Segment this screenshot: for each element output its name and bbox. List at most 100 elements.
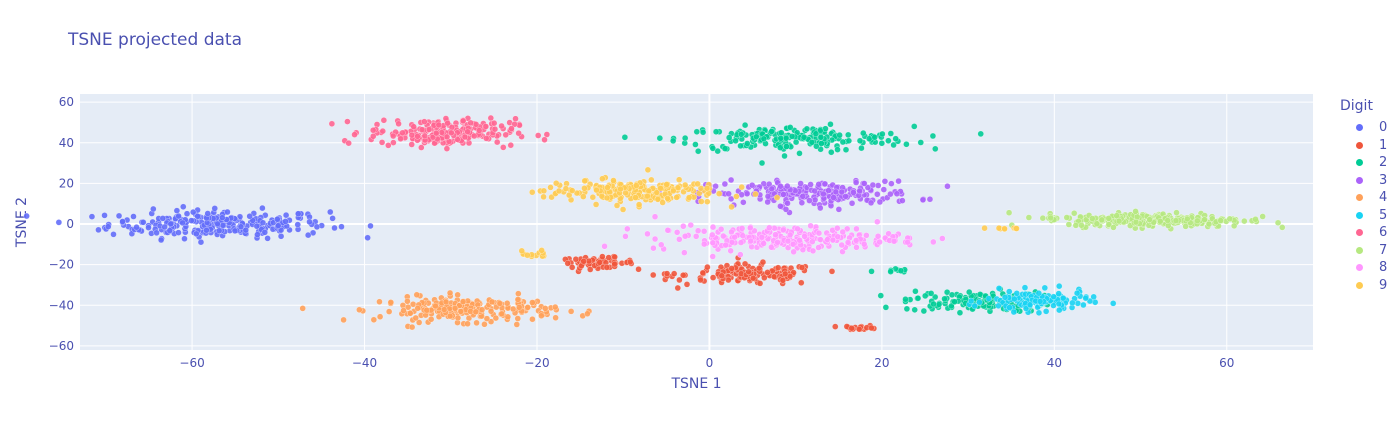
- point-digit-5: [1069, 299, 1076, 307]
- point-digit-6: [390, 132, 397, 140]
- legend-item-9[interactable]: 9: [1340, 277, 1387, 295]
- x-tick-label: −40: [352, 356, 377, 370]
- point-digit-0: [219, 214, 226, 221]
- legend-item-5[interactable]: 5: [1340, 207, 1387, 225]
- point-digit-3: [888, 180, 895, 187]
- legend-item-3[interactable]: 3: [1340, 172, 1387, 190]
- point-digit-1: [828, 268, 836, 275]
- point-digit-4: [498, 310, 505, 317]
- point-digit-8: [680, 223, 687, 230]
- point-digit-5: [995, 302, 1002, 309]
- point-digit-9: [682, 181, 689, 189]
- point-digit-8: [784, 237, 792, 245]
- point-digit-8: [890, 238, 898, 245]
- point-digit-8: [687, 221, 694, 229]
- point-digit-8: [807, 222, 814, 229]
- legend-label: 1: [1379, 137, 1388, 153]
- point-digit-2: [948, 291, 956, 298]
- point-digit-1: [868, 324, 875, 332]
- point-digit-4: [454, 291, 461, 298]
- point-digit-2: [778, 129, 785, 136]
- point-digit-2: [699, 129, 707, 136]
- point-digit-1: [564, 260, 571, 267]
- point-digit-6: [344, 118, 351, 125]
- legend-item-7[interactable]: 7: [1340, 242, 1387, 260]
- point-digit-3: [850, 189, 857, 196]
- point-digit-1: [585, 257, 593, 265]
- point-digit-9: [733, 193, 740, 200]
- point-digit-2: [948, 302, 955, 310]
- point-digit-0: [101, 212, 108, 219]
- legend-item-8[interactable]: 8: [1340, 259, 1387, 277]
- point-digit-0: [190, 208, 197, 216]
- point-digit-9: [633, 182, 640, 189]
- point-digit-3: [777, 203, 784, 210]
- point-digit-8: [794, 225, 801, 233]
- point-digit-1: [756, 280, 764, 287]
- point-digit-7: [1279, 224, 1286, 231]
- point-digit-3: [798, 199, 806, 206]
- point-digit-3: [806, 197, 813, 204]
- point-digit-3: [817, 204, 824, 212]
- point-digit-0: [219, 222, 227, 229]
- point-digit-7: [1182, 223, 1189, 230]
- legend-item-1[interactable]: 1: [1340, 137, 1387, 155]
- point-digit-4: [513, 321, 520, 328]
- point-digit-2: [796, 150, 803, 157]
- point-digit-8: [737, 239, 745, 246]
- point-digit-9: [644, 166, 652, 174]
- point-digit-3: [926, 196, 934, 203]
- point-digit-7: [1110, 224, 1117, 231]
- point-digit-1: [611, 253, 618, 261]
- point-digit-3: [881, 178, 889, 185]
- point-digit-0: [55, 219, 63, 226]
- point-digit-6: [472, 121, 480, 128]
- point-digit-8: [772, 231, 779, 238]
- point-digit-2: [813, 143, 820, 150]
- point-digit-9: [555, 187, 563, 195]
- legend-marker: [1356, 159, 1363, 167]
- legend-item-4[interactable]: 4: [1340, 189, 1387, 207]
- point-digit-9: [674, 184, 682, 191]
- point-digit-5: [1110, 300, 1117, 307]
- legend-item-6[interactable]: 6: [1340, 224, 1387, 242]
- legend-label: 8: [1379, 260, 1388, 276]
- point-digit-6: [410, 123, 417, 130]
- point-digit-5: [1041, 284, 1048, 292]
- point-digit-2: [782, 135, 790, 142]
- point-digit-1: [671, 270, 678, 277]
- point-digit-0: [214, 220, 221, 228]
- point-digit-8: [766, 224, 773, 231]
- point-digit-6: [370, 133, 377, 140]
- point-digit-0: [329, 215, 336, 222]
- point-digit-9: [752, 190, 759, 198]
- point-digit-7: [1005, 209, 1013, 216]
- point-digit-4: [457, 308, 465, 315]
- point-digit-0: [306, 218, 313, 226]
- point-digit-4: [441, 306, 448, 313]
- point-digit-0: [313, 223, 321, 231]
- point-digit-4: [340, 316, 347, 324]
- legend-marker: [1356, 124, 1363, 132]
- point-digit-0: [367, 222, 374, 230]
- point-digit-8: [676, 236, 683, 243]
- point-digit-9: [648, 176, 655, 184]
- point-digit-8: [700, 228, 708, 235]
- point-digit-2: [777, 144, 784, 151]
- legend-item-2[interactable]: 2: [1340, 154, 1387, 172]
- legend-label: 4: [1379, 190, 1388, 206]
- point-digit-2: [709, 145, 716, 152]
- point-digit-0: [204, 210, 211, 217]
- point-digit-5: [1013, 290, 1020, 297]
- point-digit-3: [874, 191, 881, 198]
- point-digit-0: [305, 231, 312, 239]
- point-digit-3: [784, 182, 791, 190]
- point-digit-6: [438, 129, 445, 136]
- point-digit-4: [467, 308, 474, 315]
- point-digit-5: [1011, 295, 1018, 303]
- point-digit-0: [338, 223, 345, 230]
- point-digit-0: [175, 229, 182, 236]
- legend-item-0[interactable]: 0: [1340, 119, 1387, 137]
- point-digit-2: [656, 135, 663, 142]
